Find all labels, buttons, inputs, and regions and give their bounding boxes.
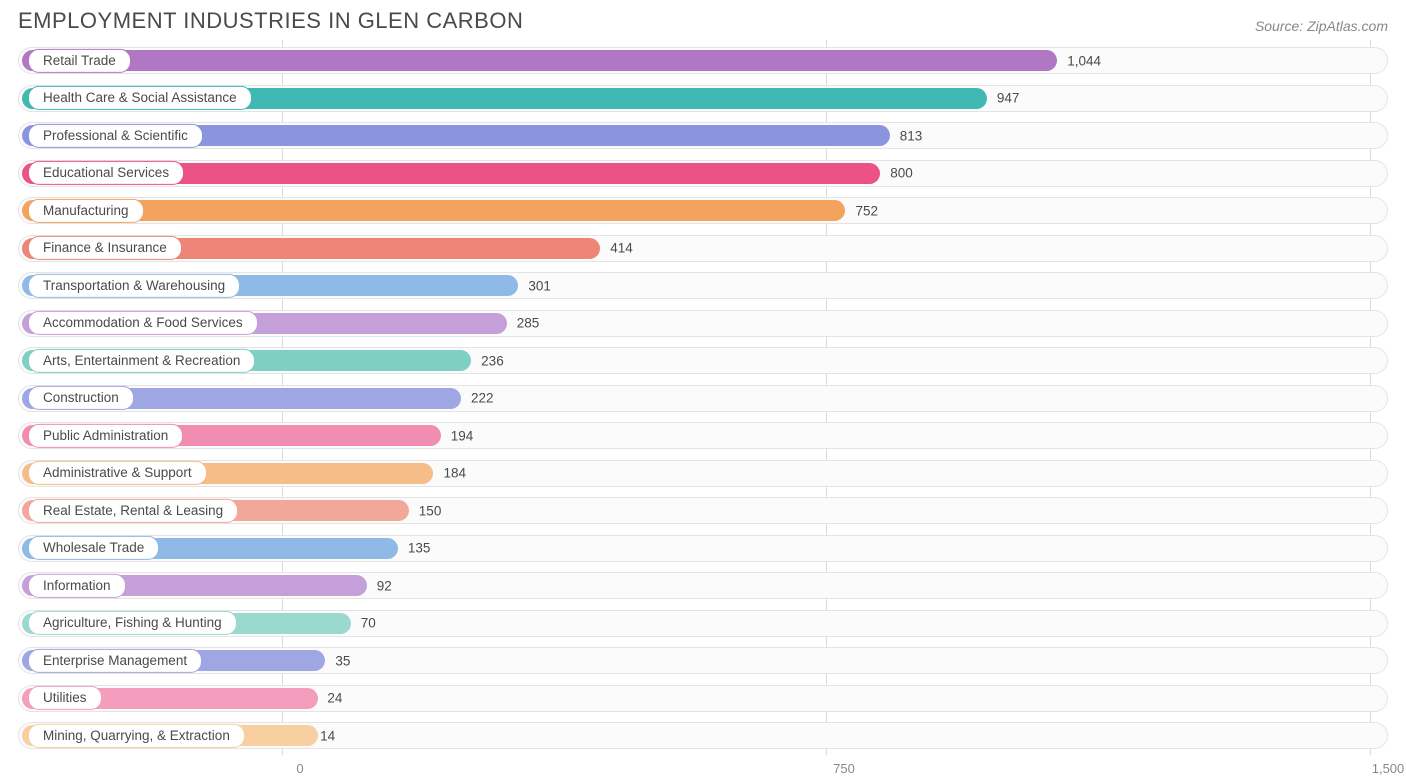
bar	[22, 50, 1057, 71]
chart-area: Retail Trade 1,044 Health Care & Social As…	[0, 40, 1406, 776]
bar-value: 752	[855, 203, 878, 218]
bar-label-pill: Wholesale Trade	[28, 536, 159, 560]
chart-title: EMPLOYMENT INDUSTRIES IN GLEN CARBON	[18, 8, 523, 34]
source-name: ZipAtlas.com	[1307, 18, 1388, 34]
bar-label-pill: Public Administration	[28, 423, 183, 447]
bar-label-pill: Mining, Quarrying, & Extraction	[28, 723, 245, 747]
bar-value: 222	[471, 391, 494, 406]
bar-row: Administrative & Support 184	[18, 457, 1388, 490]
bar-label-pill: Manufacturing	[28, 198, 144, 222]
bar-value: 947	[997, 91, 1020, 106]
bar-value: 92	[377, 578, 392, 593]
bar-label-pill: Construction	[28, 386, 134, 410]
bar-label-pill: Utilities	[28, 686, 102, 710]
bar-value: 285	[517, 316, 540, 331]
bar-label-pill: Information	[28, 573, 126, 597]
bar-label-pill: Educational Services	[28, 161, 184, 185]
bar-row: Finance & Insurance 414	[18, 232, 1388, 265]
bar-label-pill: Accommodation & Food Services	[28, 311, 258, 335]
axis-tick: 0	[296, 761, 303, 776]
bar-value: 150	[419, 503, 442, 518]
bar-label-pill: Administrative & Support	[28, 461, 207, 485]
x-axis: 07501,500	[18, 757, 1388, 776]
bar-label-pill: Real Estate, Rental & Leasing	[28, 498, 238, 522]
bar-row: Information 92	[18, 569, 1388, 602]
bar-label-pill: Agriculture, Fishing & Hunting	[28, 611, 237, 635]
bar-row: Manufacturing 752	[18, 194, 1388, 227]
bar-row: Transportation & Warehousing 301	[18, 269, 1388, 302]
bar-value: 135	[408, 541, 431, 556]
bar-value: 184	[443, 466, 466, 481]
bar-row: Wholesale Trade 135	[18, 532, 1388, 565]
bar-row: Health Care & Social Assistance 947	[18, 82, 1388, 115]
bar-row: Real Estate, Rental & Leasing 150	[18, 494, 1388, 527]
bar-value: 414	[610, 241, 633, 256]
bar-value: 800	[890, 166, 913, 181]
bar-value: 813	[900, 128, 923, 143]
bar-row: Agriculture, Fishing & Hunting 70	[18, 607, 1388, 640]
bar-row: Utilities 24	[18, 682, 1388, 715]
chart-rows: Retail Trade 1,044 Health Care & Social As…	[18, 44, 1388, 752]
bar-row: Accommodation & Food Services 285	[18, 307, 1388, 340]
axis-tick: 1,500	[1372, 761, 1405, 776]
bar-row: Mining, Quarrying, & Extraction 14	[18, 719, 1388, 752]
bar-value: 301	[528, 278, 551, 293]
bar-row: Enterprise Management 35	[18, 644, 1388, 677]
chart-source: Source: ZipAtlas.com	[1255, 18, 1388, 34]
source-prefix: Source:	[1255, 18, 1307, 34]
bar-row: Educational Services 800	[18, 157, 1388, 190]
bar-value: 70	[361, 616, 376, 631]
bar-row: Retail Trade 1,044	[18, 44, 1388, 77]
bar	[22, 200, 845, 221]
bar-value: 1,044	[1067, 53, 1101, 68]
bar-value: 35	[335, 653, 350, 668]
chart-header: EMPLOYMENT INDUSTRIES IN GLEN CARBON Sou…	[0, 0, 1406, 40]
bar-row: Arts, Entertainment & Recreation 236	[18, 344, 1388, 377]
bar-value: 194	[451, 428, 474, 443]
bar-label-pill: Finance & Insurance	[28, 236, 182, 260]
axis-tick: 750	[833, 761, 855, 776]
bar-value: 14	[320, 728, 335, 743]
bar-value: 236	[481, 353, 504, 368]
bar-row: Professional & Scientific 813	[18, 119, 1388, 152]
bar-label-pill: Enterprise Management	[28, 648, 202, 672]
bar-label-pill: Retail Trade	[28, 48, 131, 72]
bar-label-pill: Health Care & Social Assistance	[28, 86, 252, 110]
bar-row: Construction 222	[18, 382, 1388, 415]
bar-label-pill: Arts, Entertainment & Recreation	[28, 348, 255, 372]
bar-label-pill: Professional & Scientific	[28, 123, 203, 147]
bar-value: 24	[327, 691, 342, 706]
bar-label-pill: Transportation & Warehousing	[28, 273, 240, 297]
bar-row: Public Administration 194	[18, 419, 1388, 452]
